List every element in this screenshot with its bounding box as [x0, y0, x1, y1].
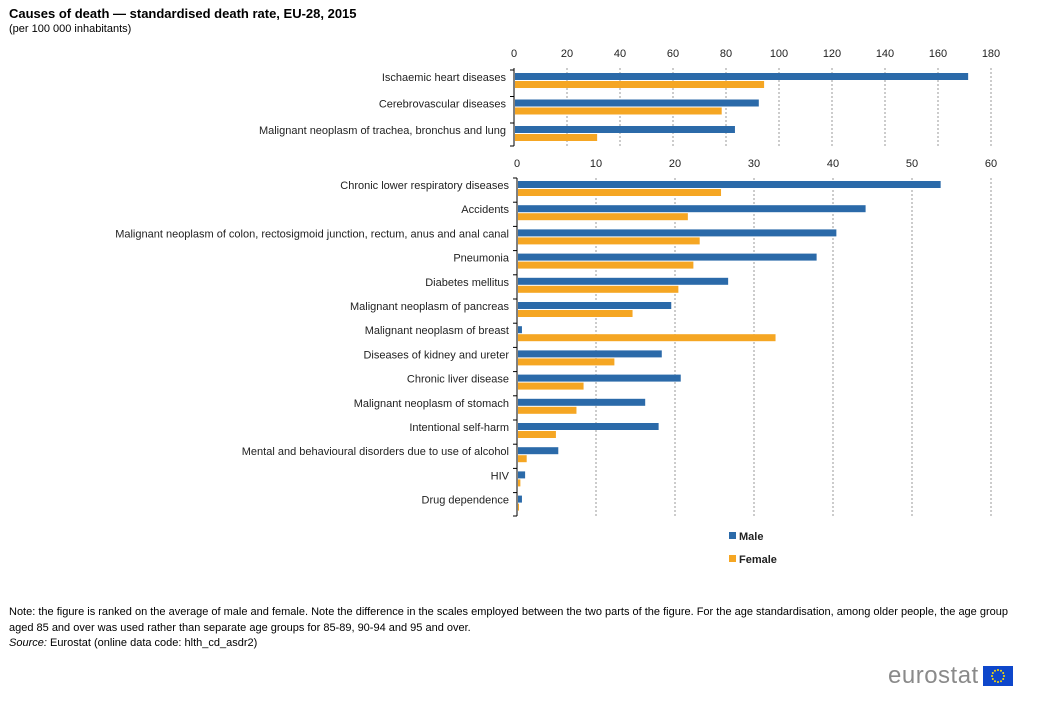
bar-female — [518, 213, 688, 221]
category-label: Malignant neoplasm of stomach — [354, 398, 509, 410]
bar-male — [518, 495, 522, 503]
bar-male — [515, 99, 759, 107]
legend-label-male: Male — [739, 531, 763, 543]
category-label: Drug dependence — [422, 495, 509, 507]
bar-male — [518, 229, 837, 237]
tick-label: 0 — [514, 158, 520, 170]
bar-male — [518, 326, 522, 334]
bar-female — [518, 285, 679, 293]
bar-female — [518, 189, 722, 196]
bar-female — [518, 310, 633, 317]
bar-female — [518, 406, 577, 414]
category-label: Pneumonia — [453, 253, 510, 265]
tick-label: 20 — [669, 158, 681, 170]
bar-male — [518, 398, 646, 406]
chart-title: Causes of death — standardised death rat… — [9, 6, 357, 21]
bar-male — [518, 205, 866, 213]
category-label: Cerebrovascular diseases — [379, 99, 507, 111]
tick-label: 140 — [876, 48, 894, 60]
figure-note: Note: the figure is ranked on the averag… — [9, 606, 1008, 634]
tick-label: 100 — [770, 48, 788, 60]
bar-female — [518, 431, 556, 438]
bar-male — [518, 277, 729, 285]
tick-label: 60 — [985, 158, 997, 170]
eu-flag-icon — [982, 666, 1013, 686]
bar-male — [518, 423, 659, 430]
legend-swatch-female — [729, 555, 736, 562]
bar-female — [518, 503, 519, 511]
tick-label: 10 — [590, 158, 602, 170]
eu-stars-icon — [990, 669, 1005, 683]
bar-female — [518, 455, 527, 463]
category-label: Malignant neoplasm of colon, rectosigmoi… — [115, 228, 509, 240]
category-label: HIV — [491, 470, 510, 482]
bar-female — [515, 81, 765, 88]
category-label: Chronic lower respiratory diseases — [340, 180, 509, 192]
logo-text: eurostat — [888, 662, 979, 689]
category-label: Malignant neoplasm of breast — [365, 325, 509, 337]
tick-label: 120 — [823, 48, 841, 60]
bar-male — [518, 447, 559, 455]
category-label: Mental and behavioural disorders due to … — [242, 446, 509, 458]
bar-male — [518, 253, 817, 261]
source-label: Source: — [9, 637, 47, 649]
bar-male — [515, 126, 735, 133]
bar-female — [518, 382, 584, 390]
category-label: Ischaemic heart diseases — [382, 72, 507, 84]
tick-label: 30 — [748, 158, 760, 170]
tick-label: 180 — [982, 48, 1000, 60]
bar-male — [518, 350, 662, 358]
category-label: Accidents — [461, 204, 509, 216]
tick-label: 40 — [614, 48, 626, 60]
bar-male — [515, 73, 969, 80]
bar-male — [518, 302, 672, 309]
tick-label: 20 — [561, 48, 573, 60]
category-label: Intentional self-harm — [409, 422, 509, 434]
source-line: Source: Eurostat (online data code: hlth… — [9, 637, 257, 649]
category-label: Diabetes mellitus — [425, 277, 509, 289]
bar-female — [518, 237, 700, 245]
bar-male — [518, 471, 526, 479]
chart-subtitle: (per 100 000 inhabitants) — [9, 23, 132, 35]
bar-female — [515, 107, 722, 115]
tick-label: 40 — [827, 158, 839, 170]
legend-swatch-male — [729, 532, 736, 539]
bar-male — [518, 374, 681, 382]
bar-male — [518, 181, 941, 188]
legend-label-female: Female — [739, 554, 777, 566]
tick-label: 160 — [929, 48, 947, 60]
category-label: Diseases of kidney and ureter — [363, 349, 509, 361]
tick-label: 0 — [511, 48, 517, 60]
tick-label: 60 — [667, 48, 679, 60]
category-label: Malignant neoplasm of trachea, bronchus … — [259, 125, 506, 137]
bar-female — [518, 358, 615, 366]
bar-female — [518, 261, 694, 269]
bar-female — [518, 479, 521, 487]
category-label: Malignant neoplasm of pancreas — [350, 301, 509, 313]
source-text: Eurostat (online data code: hlth_cd_asdr… — [46, 637, 258, 649]
bar-female — [515, 134, 598, 141]
category-label: Chronic liver disease — [407, 374, 509, 386]
eurostat-logo: eurostat — [888, 662, 1013, 690]
tick-label: 50 — [906, 158, 918, 170]
bar-female — [518, 334, 776, 342]
tick-label: 80 — [720, 48, 732, 60]
